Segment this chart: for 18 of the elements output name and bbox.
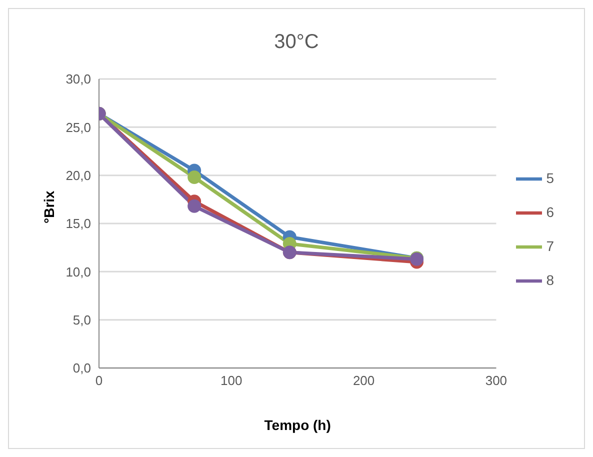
legend-label: 6 (546, 204, 554, 220)
y-tick-label: 10,0 (66, 264, 91, 280)
x-tick-label: 200 (352, 373, 375, 388)
y-axis-title: °Brix (40, 190, 57, 224)
legend-label: 8 (546, 272, 554, 288)
y-tick-label: 20,0 (66, 168, 91, 183)
legend-label: 7 (546, 238, 554, 254)
x-tick-label: 300 (485, 373, 508, 388)
y-tick-label: 25,0 (66, 120, 91, 135)
y-tick-label: 15,0 (66, 216, 91, 232)
legend-label: 5 (546, 170, 554, 186)
chart-title: 30°C (273, 31, 320, 54)
y-tick-label: 5,0 (72, 312, 91, 328)
y-tick-label: 30,0 (66, 72, 91, 87)
y-tick-label: 0,0 (72, 360, 91, 376)
x-tick-label: 100 (220, 373, 242, 388)
x-tick-label: 0 (95, 373, 103, 388)
x-axis-title: Tempo (h) (264, 417, 331, 433)
